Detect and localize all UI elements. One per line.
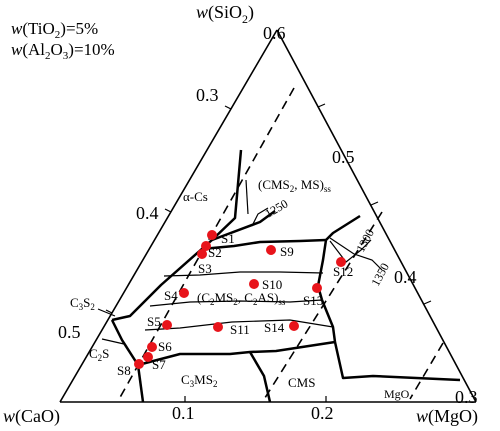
sample-marker-s3 [197,249,207,259]
boundary-junction-upper [325,214,361,241]
isotherm-label-1350: 1350 [368,261,392,289]
phase-field-labels: α-Cs (CMS2, MS)ss (C2MS2, C2AS)ss C3S2 C… [70,177,410,401]
right-tick-label: 0.4 [394,267,417,287]
sample-label: S12 [333,264,353,279]
isotherm-1250 [251,207,269,227]
tick-marks [105,103,432,402]
boundary-cms-mgo [333,341,461,382]
left-tick-label: 0.4 [136,203,159,223]
sample-label: S1 [221,231,235,246]
sample-marker-s7 [143,352,153,362]
dashed-composition-lines [117,87,444,402]
primary-phase-boundaries [110,149,461,403]
boundary-alpha-cs-left [111,239,213,322]
sample-marker-s9 [266,245,276,255]
right-edge [276,29,477,403]
vertex-label-cao: w(CaO) [3,406,60,427]
sample-label: S9 [280,244,294,259]
sample-marker-s1 [207,230,217,240]
sample-label: S5 [147,314,161,329]
right-tick [317,103,326,108]
tick-labels: 0.3 0.4 0.5 0.6 0.5 0.4 0.3 0.1 0.2 [58,23,478,423]
sample-label: S11 [230,322,250,337]
phase-label-c3ms2: C3MS2 [181,372,217,389]
boundary-c3ms2-cms [248,351,272,403]
sample-label: S13 [303,293,323,308]
sample-marker-s10 [249,279,259,289]
sample-label: S3 [198,261,212,276]
dashed-line-2 [262,211,383,402]
sample-label: S8 [117,363,131,378]
sample-label: S14 [264,320,285,335]
sample-label: S7 [152,357,166,372]
boundary-lower [137,340,336,367]
left-tick [224,105,232,110]
right-tick [370,201,379,206]
isotherm-label-1250: 1250 [263,196,291,220]
left-edge [59,29,278,403]
sample-marker-s11 [213,322,223,332]
sample-marker-s14 [289,321,299,331]
phase-label-mgo: MgO [384,387,410,401]
boundary-c2s-bottom [136,364,145,403]
vertex-label-mgo: w(MgO) [416,406,478,427]
sample-marker-s4 [179,288,189,298]
right-tick-label: 0.3 [455,387,478,407]
bottom-tick-label: 0.2 [311,403,334,423]
phase-label-alpha-cs: α-Cs [183,189,208,204]
boundary-c3s2-c2s [110,319,140,366]
sample-labels: S1 S2 S3 S4 S5 S6 S7 S8 S9 S10 S11 S12 S… [117,231,353,378]
sample-marker-s8 [134,359,144,369]
sample-label: S10 [262,277,282,292]
phase-label-c2s: C2S [89,346,109,363]
right-tick [423,300,432,305]
right-tick-label: 0.5 [332,147,355,167]
tie-line-1 [163,271,324,277]
alpha-cs-inner-line [245,179,249,215]
isotherm-1350 [329,237,383,271]
left-tick [164,208,172,213]
isotherm-1300 [329,239,372,263]
sample-marker-s12 [336,257,346,267]
tie-line-2 [149,299,323,307]
boundary-s3-s12 [201,238,327,251]
vertex-label-sio2: w(SiO2) [196,2,254,26]
sample-marker-s2 [201,241,211,251]
phase-label-cms: CMS [288,375,315,390]
boundary-s13-cms [320,299,337,343]
sample-marker-s13 [312,283,322,293]
dashed-line-3 [409,342,444,400]
sample-label: S6 [158,339,172,354]
left-tick [105,309,113,314]
condition-tio2: w(TiO2)=5% [11,19,98,41]
triangle-frame [59,29,477,403]
phase-label-c2ms2-c2as: (C2MS2, C2AS)ss [197,290,286,307]
phase-label-c3s2: C3S2 [70,295,95,312]
bottom-tick-label: 0.1 [172,403,195,423]
condition-al2o3: w(Al2O3)=10% [11,40,115,62]
left-tick-label: 0.3 [196,85,219,105]
c3s2-leader [97,308,116,317]
sample-markers [134,230,346,369]
right-tick-label: 0.6 [263,23,286,43]
sample-marker-s6 [147,342,157,352]
c2s-leader [101,338,125,345]
left-tick-label: 0.5 [58,322,81,342]
boundary-alpha-cs-vertical [211,149,243,241]
isotherm-label-1300: 1300 [353,227,377,255]
sample-label: S2 [208,245,222,260]
sample-marker-s5 [162,320,172,330]
phase-label-cms2-ms: (CMS2, MS)ss [258,177,331,194]
sample-label: S4 [164,288,178,303]
boundary-upper-right [211,209,276,242]
